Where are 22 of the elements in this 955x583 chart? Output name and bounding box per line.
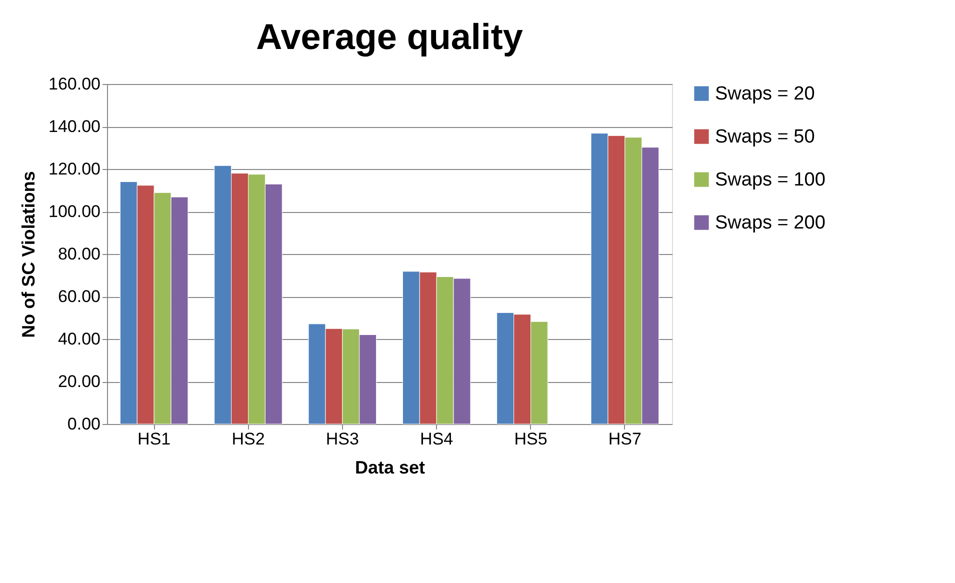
y-tick-label: 100.00 xyxy=(48,202,100,221)
x-tick-label: HS4 xyxy=(420,430,454,448)
y-tick-label: 120.00 xyxy=(48,160,100,178)
y-tick-label: 80.00 xyxy=(58,244,100,264)
chart-title: Average quality xyxy=(256,16,523,57)
y-tick-label: 60.00 xyxy=(58,287,100,306)
x-tick-label: HS7 xyxy=(608,430,642,448)
legend-label: Swaps = 100 xyxy=(715,170,826,190)
y-tick-label: 40.00 xyxy=(58,330,100,348)
y-tick-label: 0.00 xyxy=(67,414,100,434)
x-tick-label: HS1 xyxy=(138,430,171,448)
x-axis-title: Data set xyxy=(354,458,426,478)
x-tick-label: HS3 xyxy=(326,430,359,448)
y-axis-title: No of SC Violations xyxy=(18,171,39,338)
y-tick-label: 20.00 xyxy=(58,372,100,391)
legend-label: Swaps = 200 xyxy=(715,212,826,234)
x-tick-label: HS2 xyxy=(232,430,265,448)
legend-label: Swaps = 20 xyxy=(715,84,815,104)
x-tick-label: HS5 xyxy=(514,430,548,448)
legend-label: Swaps = 50 xyxy=(715,126,815,148)
y-tick-label: 160.00 xyxy=(48,74,100,94)
y-tick-label: 140.00 xyxy=(48,117,100,136)
